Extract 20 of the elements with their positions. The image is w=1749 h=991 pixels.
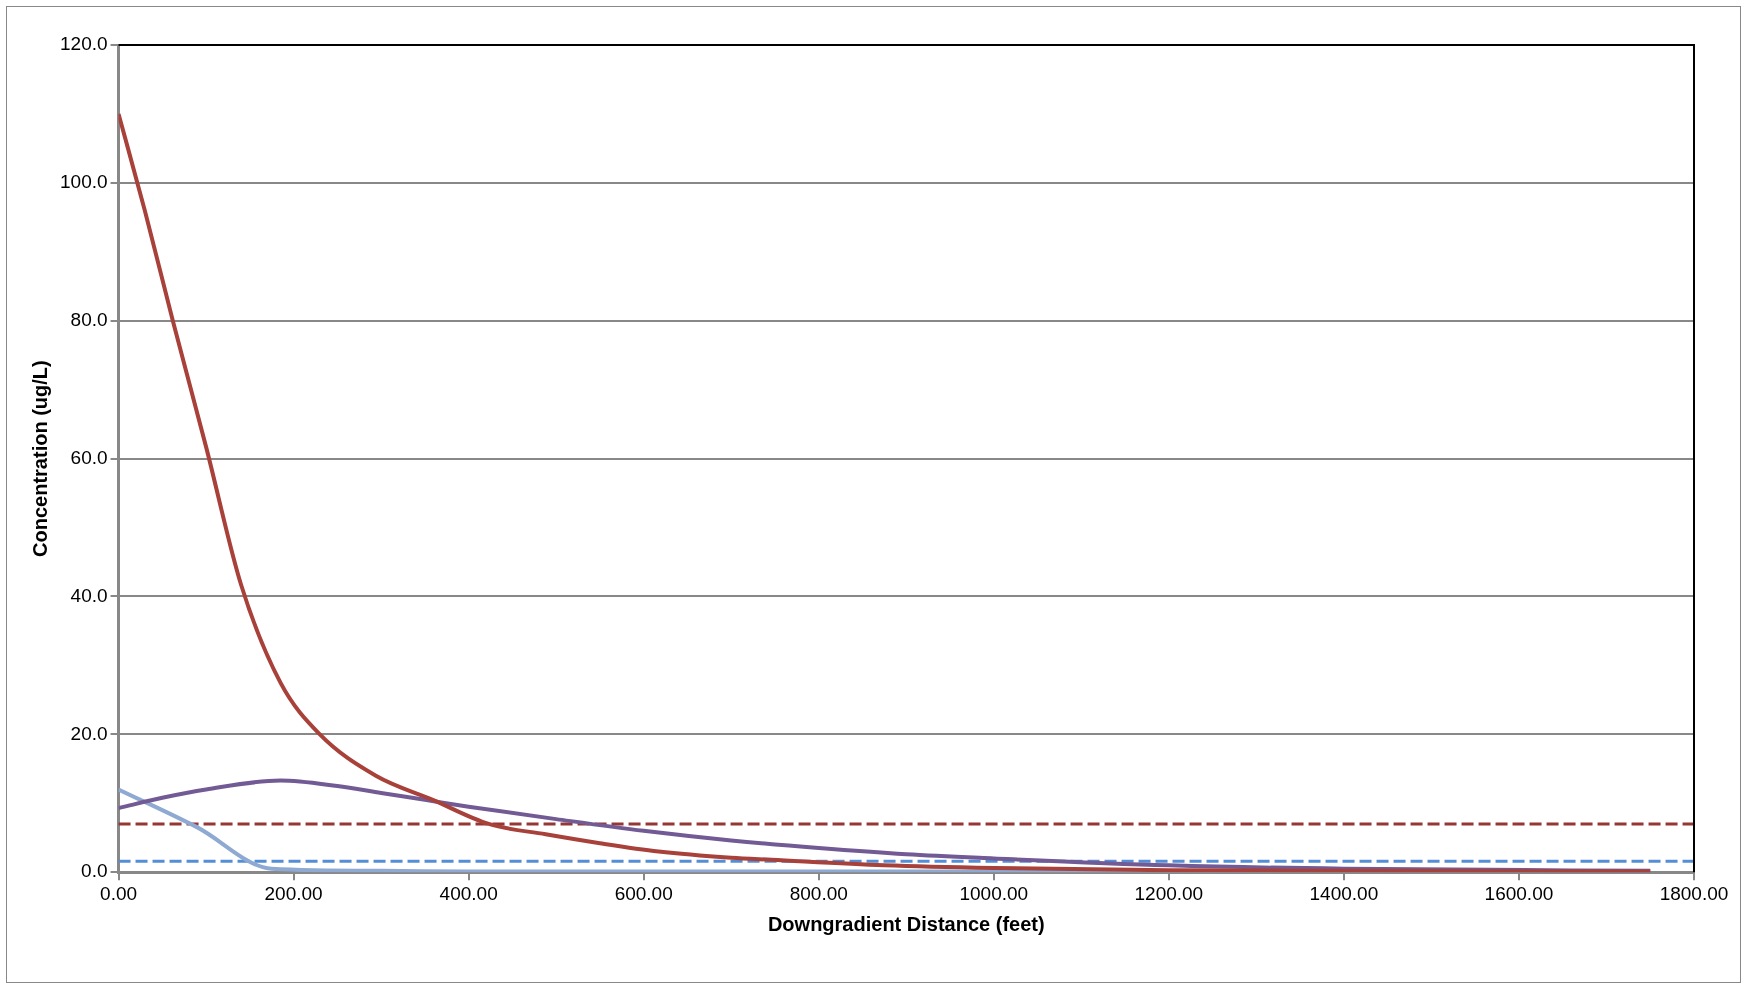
y-tick-label: 80.0 (70, 308, 108, 330)
y-tick-label: 120.0 (60, 33, 108, 55)
y-tick-label: 0.0 (81, 860, 108, 882)
x-tick-label: 800.00 (789, 882, 848, 904)
x-tick-label: 0.00 (100, 882, 138, 904)
line-series (118, 111, 1653, 873)
x-axis-title: Downgradient Distance (feet) (767, 912, 1045, 935)
x-tick-label: 1800.00 (1659, 882, 1729, 904)
y-tick-label: 60.0 (70, 446, 108, 468)
x-tick-label: 400.00 (439, 882, 498, 904)
y-tick-label: 20.0 (70, 722, 108, 744)
x-tick-label: 1000.00 (959, 882, 1029, 904)
x-tick-label: 600.00 (614, 882, 673, 904)
x-tick-label: 1200.00 (1134, 882, 1204, 904)
y-axis-title: Concentration (ug/L) (28, 360, 51, 557)
x-tick-label: 200.00 (264, 882, 323, 904)
y-tick-label: 40.0 (70, 584, 108, 606)
y-tick-label: 100.0 (60, 171, 108, 193)
x-tick-label: 1600.00 (1484, 882, 1554, 904)
x-tick-label: 1400.00 (1309, 882, 1379, 904)
